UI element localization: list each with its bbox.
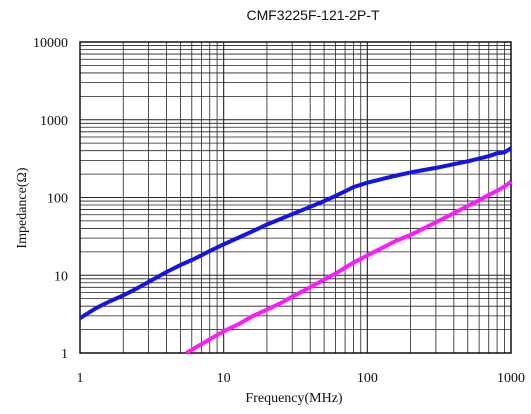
x-tick-labels: 1 10 100 1000 — [77, 371, 526, 386]
y-tick-label: 100 — [47, 192, 68, 207]
y-tick-labels: 1 10 100 1000 10000 — [33, 36, 68, 362]
y-tick-label: 10 — [54, 269, 68, 284]
x-tick-label: 1000 — [497, 371, 525, 386]
chart-title: CMF3225F-121-2P-T — [246, 7, 379, 23]
y-tick-label: 1 — [61, 347, 68, 362]
x-axis-label: Frequency(MHz) — [245, 391, 343, 406]
y-tick-label: 1000 — [40, 114, 68, 129]
y-axis-label: Impedance(Ω) — [15, 167, 30, 248]
x-tick-label: 100 — [357, 371, 378, 386]
x-tick-label: 10 — [217, 371, 231, 386]
series-line-1 — [78, 146, 513, 320]
series-layer — [78, 146, 513, 355]
series-line-2 — [185, 180, 513, 355]
plot-frame — [79, 41, 512, 354]
x-tick-label: 1 — [77, 371, 84, 386]
grid — [80, 42, 511, 353]
y-tick-label: 10000 — [33, 36, 68, 51]
